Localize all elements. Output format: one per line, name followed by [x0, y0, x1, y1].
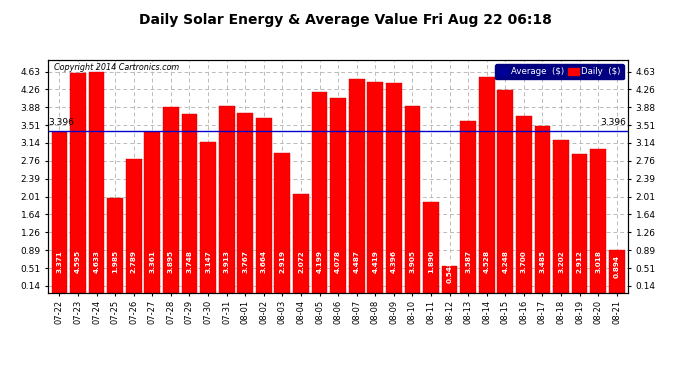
Bar [423, 202, 439, 292]
Bar [572, 154, 587, 292]
Text: 0.894: 0.894 [613, 255, 620, 278]
Bar [293, 194, 309, 292]
Text: Copyright 2014 Cartronics.com: Copyright 2014 Cartronics.com [54, 63, 179, 72]
Bar [52, 132, 68, 292]
Text: 3.485: 3.485 [540, 251, 546, 273]
Bar [181, 114, 197, 292]
Text: 3.587: 3.587 [465, 251, 471, 273]
Bar [535, 126, 551, 292]
Bar [144, 132, 160, 292]
Text: 2.072: 2.072 [298, 251, 304, 273]
Text: 4.633: 4.633 [94, 251, 99, 273]
Text: 3.396: 3.396 [48, 118, 75, 127]
Bar [219, 106, 235, 292]
Text: 4.528: 4.528 [484, 251, 490, 273]
Text: 4.595: 4.595 [75, 250, 81, 273]
Legend: Average  ($), Daily  ($): Average ($), Daily ($) [495, 64, 624, 80]
Bar [256, 118, 272, 292]
Bar [348, 78, 364, 292]
Bar [479, 76, 495, 292]
Text: 4.396: 4.396 [391, 251, 397, 273]
Text: 3.905: 3.905 [409, 251, 415, 273]
Bar [386, 83, 402, 292]
Bar [460, 122, 476, 292]
Text: 3.396: 3.396 [600, 118, 626, 127]
Text: 4.078: 4.078 [335, 251, 341, 273]
Text: 2.789: 2.789 [130, 251, 137, 273]
Text: 4.419: 4.419 [372, 251, 378, 273]
Bar [367, 82, 383, 292]
Bar [516, 116, 532, 292]
Text: 3.371: 3.371 [57, 251, 63, 273]
Text: 3.664: 3.664 [261, 251, 267, 273]
Bar [107, 198, 123, 292]
Text: 3.767: 3.767 [242, 251, 248, 273]
Text: 4.199: 4.199 [317, 251, 322, 273]
Text: 3.895: 3.895 [168, 250, 174, 273]
Bar [553, 140, 569, 292]
Text: 1.890: 1.890 [428, 251, 434, 273]
Text: 3.202: 3.202 [558, 251, 564, 273]
Text: 0.548: 0.548 [446, 260, 453, 284]
Text: 3.147: 3.147 [205, 251, 211, 273]
Text: 3.018: 3.018 [595, 251, 601, 273]
Text: 4.487: 4.487 [354, 251, 359, 273]
Bar [331, 98, 346, 292]
Bar [497, 90, 513, 292]
Bar [312, 92, 328, 292]
Text: 3.700: 3.700 [521, 251, 527, 273]
Text: 3.913: 3.913 [224, 251, 230, 273]
Text: 4.248: 4.248 [502, 251, 509, 273]
Bar [200, 142, 216, 292]
Bar [609, 250, 624, 292]
Bar [70, 74, 86, 292]
Text: 3.361: 3.361 [149, 251, 155, 273]
Bar [442, 266, 457, 292]
Text: 2.912: 2.912 [577, 251, 582, 273]
Bar [163, 107, 179, 292]
Text: Daily Solar Energy & Average Value Fri Aug 22 06:18: Daily Solar Energy & Average Value Fri A… [139, 13, 551, 27]
Text: 1.985: 1.985 [112, 250, 118, 273]
Bar [404, 106, 420, 292]
Bar [275, 153, 290, 292]
Bar [590, 148, 606, 292]
Bar [89, 72, 104, 292]
Bar [237, 113, 253, 292]
Bar [126, 159, 141, 292]
Text: 2.919: 2.919 [279, 251, 286, 273]
Text: 3.748: 3.748 [186, 251, 193, 273]
